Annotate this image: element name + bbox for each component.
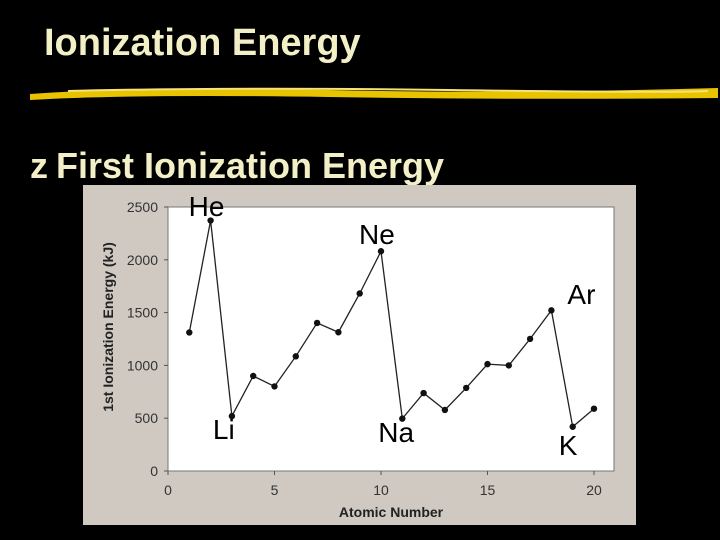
bullet-glyph: z bbox=[30, 145, 48, 186]
y-tick-label: 0 bbox=[150, 463, 158, 479]
element-label-he: He bbox=[188, 190, 225, 222]
data-point bbox=[186, 329, 193, 336]
bullet-item: z First Ionization Energy bbox=[30, 145, 444, 187]
x-tick-label: 20 bbox=[586, 482, 602, 498]
data-point bbox=[271, 383, 278, 390]
x-tick-label: 0 bbox=[164, 482, 172, 498]
x-tick-label: 5 bbox=[271, 482, 279, 498]
data-point bbox=[590, 405, 598, 412]
y-tick-label: 500 bbox=[135, 410, 159, 426]
data-point bbox=[526, 335, 534, 343]
series-line bbox=[188, 220, 595, 428]
title-underline bbox=[30, 87, 718, 100]
data-point bbox=[377, 248, 385, 255]
element-label-k: K bbox=[558, 429, 578, 461]
data-point bbox=[313, 319, 321, 327]
data-point bbox=[505, 362, 512, 369]
data-point bbox=[292, 353, 299, 360]
data-point bbox=[548, 307, 555, 314]
x-axis-label: Atomic Number bbox=[339, 504, 444, 520]
data-point bbox=[463, 384, 470, 392]
element-label-na: Na bbox=[378, 416, 415, 448]
data-point bbox=[228, 412, 236, 420]
y-axis-label: 1st Ionization Energy (kJ) bbox=[100, 242, 116, 412]
y-tick-label: 2000 bbox=[127, 252, 158, 268]
element-label-ar: Ar bbox=[567, 279, 596, 311]
element-label-ne: Ne bbox=[359, 219, 395, 251]
data-point bbox=[207, 217, 214, 224]
data-point bbox=[335, 329, 342, 336]
data-point bbox=[399, 415, 406, 422]
data-point bbox=[569, 423, 576, 430]
y-tick-label: 1500 bbox=[127, 305, 158, 321]
data-point bbox=[484, 360, 491, 368]
data-point bbox=[441, 406, 449, 414]
bullet-text: First Ionization Energy bbox=[56, 145, 445, 186]
x-tick-label: 15 bbox=[480, 482, 496, 498]
data-point bbox=[250, 372, 257, 380]
element-label-li: Li bbox=[212, 414, 235, 446]
data-point bbox=[356, 290, 363, 297]
plot-area bbox=[167, 206, 615, 472]
data-point bbox=[420, 389, 427, 397]
y-tick-label: 1000 bbox=[127, 357, 158, 373]
x-tick-label: 10 bbox=[373, 482, 389, 498]
slide-title: Ionization Energy bbox=[44, 22, 361, 64]
y-tick-label: 2500 bbox=[127, 199, 158, 215]
ionization-chart: 0 500 1000 1500 2000 2500 0 5 10 15 20 Atomic Num… bbox=[100, 199, 615, 520]
